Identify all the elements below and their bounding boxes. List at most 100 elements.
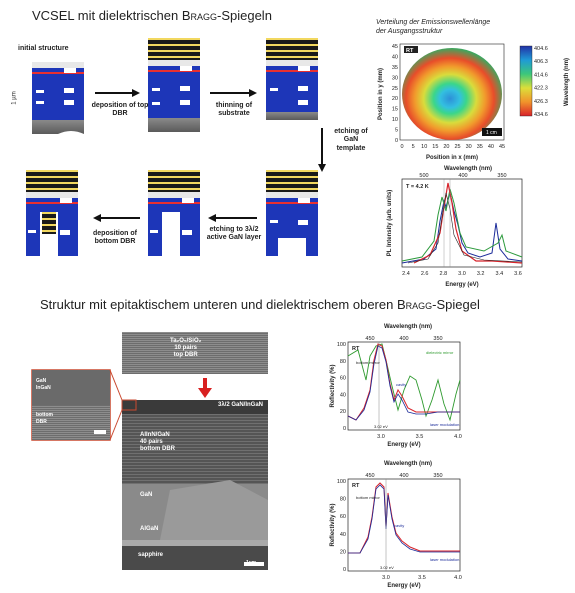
refl1-top-tick: 350 <box>433 336 442 342</box>
sem-gan-label: GaN <box>140 492 153 498</box>
map-title-line2: der Ausgangsstruktur <box>376 27 443 35</box>
sem-sapphire-label: sapphire <box>138 552 164 558</box>
refl2-x-tick: 3.0 <box>382 575 390 581</box>
refl2-rt-tag: RT <box>352 483 360 489</box>
top-title-bragg: Bragg <box>181 8 217 23</box>
reflectivity-plot-1: Wavelength (nm) 450 400 350 3.0 3.5 4.0 1008… <box>330 324 462 448</box>
map-x-tick: 35 <box>477 144 483 150</box>
refl2-y-tick: 80 <box>340 497 346 503</box>
inset-label-gan: GaN InGaN <box>36 378 51 391</box>
pl-x-tick: 2.6 <box>421 271 429 277</box>
inset-label-dbr: bottom DBR <box>36 412 53 425</box>
refl2-line-energy: 3.02 eV <box>380 565 394 570</box>
inset-l3: bottom <box>36 412 53 418</box>
refl1-top-ticks: 450 400 350 <box>365 336 442 342</box>
map-cbar-label: Wavelength (nm) <box>564 58 570 106</box>
map-y-tick: 10 <box>392 117 398 123</box>
pl-top-tick: 500 <box>419 173 428 179</box>
map-ylabel: Position in y (mm) <box>378 68 384 120</box>
refl2-top-tick: 450 <box>365 473 374 479</box>
initial-structure-label: initial structure <box>18 45 69 52</box>
sem-algan-label: AlGaN <box>140 526 159 532</box>
pl-x-tick: 3.0 <box>458 271 466 277</box>
sem-top-dbr-l3: top DBR <box>173 352 198 359</box>
sem-top-dbr-label: Ta₂O₅/SiO₂ 10 pairs top DBR <box>170 338 201 360</box>
refl1-xlabel: Energy (eV) <box>387 442 420 448</box>
refl1-cavity-label: cavity <box>396 382 406 387</box>
sem-dbr-l2: 40 pairs <box>140 439 163 446</box>
map-x-tick: 45 <box>499 144 505 150</box>
refl1-top-tick: 400 <box>399 336 408 342</box>
map-y-tick: 45 <box>392 44 398 50</box>
map-y-tick: 40 <box>392 54 398 60</box>
pl-x-tick: 3.2 <box>477 271 485 277</box>
refl1-y-ticks: 100 80 60 40 20 0 <box>337 342 346 432</box>
top-title-suffix: -Spiegeln <box>217 8 272 23</box>
sem-dbr-l1: AlInN/GaN <box>140 432 170 438</box>
refl2-x-tick: 4.0 <box>454 575 462 581</box>
map-y-tick: 25 <box>392 86 398 92</box>
refl1-x-tick: 3.0 <box>377 434 385 440</box>
step5-label: deposition of bottom DBR <box>93 230 137 246</box>
refl2-y-ticks: 100 80 60 40 20 0 <box>337 479 346 573</box>
map-rt-tag: RT <box>406 48 414 54</box>
sem-top-dbr-l1: Ta₂O₅/SiO₂ <box>170 338 202 344</box>
sem-top-dbr-l2: 10 pairs <box>174 345 197 352</box>
refl2-y-tick: 20 <box>340 549 346 555</box>
map-y-tick: 30 <box>392 75 398 81</box>
pl-xlabel: Energy (eV) <box>445 282 478 288</box>
refl2-xlabel: Energy (eV) <box>387 583 420 589</box>
map-x-tick: 15 <box>432 144 438 150</box>
refl2-y-tick: 60 <box>340 514 346 520</box>
structure-etched-active <box>148 170 200 256</box>
pl-x-ticks: 2.4 2.6 2.8 3.0 3.2 3.4 3.6 <box>402 271 522 277</box>
bottom-title: Struktur mit epitaktischem unteren und d… <box>40 297 480 312</box>
map-cbar-tick: 406.3 <box>534 59 548 65</box>
sem-dbr-label: AlInN/GaN 40 pairs bottom DBR <box>140 432 175 454</box>
structure-thinned <box>266 38 318 120</box>
refl1-bottom-label: bottom mirror <box>356 360 380 365</box>
inset-l4: DBR <box>36 418 47 425</box>
structure-initial <box>32 62 84 137</box>
pl-top-ticks: 500 400 350 <box>419 173 506 179</box>
refl1-y-tick: 0 <box>343 426 346 432</box>
refl2-y-tick: 40 <box>340 532 346 538</box>
refl2-x-ticks: 3.0 3.5 4.0 <box>382 575 462 581</box>
sem-scale-label: 1µm <box>246 560 257 566</box>
refl1-x-tick: 4.0 <box>454 434 462 440</box>
pl-x-tick: 2.4 <box>402 271 410 277</box>
pl-x-tick: 3.6 <box>514 271 522 277</box>
map-x-tick: 40 <box>488 144 494 150</box>
step1-label: deposition of top DBR <box>91 102 149 118</box>
map-x-tick: 5 <box>412 144 415 150</box>
refl1-y-tick: 60 <box>340 376 346 382</box>
map-cbar-ticks: 404.6 406.3 414.6 422.3 426.3 434.6 <box>534 46 548 118</box>
structure-top-dbr <box>148 38 200 132</box>
refl2-top-ticks: 450 400 350 <box>365 473 442 479</box>
refl1-rt-tag: RT <box>352 346 360 352</box>
map-y-tick: 15 <box>392 107 398 113</box>
refl1-line-energy: 3.02 eV <box>374 424 388 429</box>
step3-label: etching of GaN template <box>334 128 368 152</box>
refl2-top-tick: 400 <box>399 473 408 479</box>
map-x-tick: 30 <box>466 144 472 150</box>
step2-label: thinning of substrate <box>215 102 253 118</box>
wavelength-map: RT 1 cm 0 5 10 15 20 25 30 35 40 45 45 40 35 30 25 20 1… <box>378 43 570 161</box>
step4-label: etching to 3λ/2 active GaN layer <box>206 226 262 242</box>
refl1-y-tick: 80 <box>340 359 346 365</box>
pl-spectrum: Wavelength (nm) 500 400 350 2.4 2.6 2.8 3.0 3.… <box>387 166 523 288</box>
map-scale-label: 1 cm <box>486 130 497 136</box>
inset-l1: GaN <box>36 378 47 384</box>
structure-etched-gan <box>266 170 318 256</box>
sem-active-label: 3λ/2 GaN/InGaN <box>218 402 264 408</box>
pl-ylabel: PL Intensity (arb. units) <box>387 190 393 257</box>
map-cbar-tick: 434.6 <box>534 112 548 118</box>
refl1-x-ticks: 3.0 3.5 4.0 <box>377 434 462 440</box>
refl1-top-label: Wavelength (nm) <box>384 324 432 330</box>
refl2-bottom-label: bottom mirror <box>356 495 380 500</box>
refl2-top-tick: 350 <box>433 473 442 479</box>
pl-x-tick: 3.4 <box>496 271 504 277</box>
map-x-tick: 20 <box>443 144 449 150</box>
map-y-ticks: 45 40 35 30 25 20 15 10 5 0 <box>392 44 398 144</box>
sem-dbr-l3: bottom DBR <box>140 446 175 453</box>
